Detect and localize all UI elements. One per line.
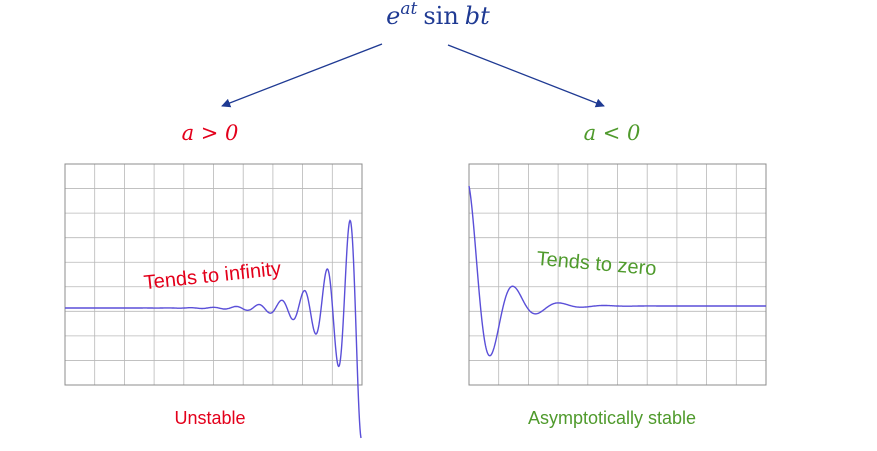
stable-curve <box>468 185 766 357</box>
unstable-plot-grid <box>65 164 362 385</box>
stable-plot-frame <box>468 163 767 386</box>
formula-func: sin <box>423 2 458 30</box>
formula-base: e <box>386 2 400 30</box>
left-condition: a > 0 <box>182 121 239 145</box>
unstable-annotation: Tends to infinity <box>143 258 282 294</box>
stable-plot-grid <box>469 164 766 385</box>
formula-arg: bt <box>465 2 490 30</box>
formula: eat sin bt <box>386 0 490 30</box>
unstable-plot-frame <box>64 163 363 386</box>
right-condition: a < 0 <box>584 121 641 145</box>
unstable-plot <box>64 163 363 439</box>
right-arrow <box>447 44 605 108</box>
stable-caption: Asymptotically stable <box>528 408 696 428</box>
unstable-curve <box>65 219 362 439</box>
stable-annotation: Tends to zero <box>536 248 658 280</box>
formula-exponent: at <box>400 0 417 19</box>
left-arrow <box>221 43 383 108</box>
unstable-caption: Unstable <box>174 408 245 428</box>
stable-plot <box>468 163 767 386</box>
